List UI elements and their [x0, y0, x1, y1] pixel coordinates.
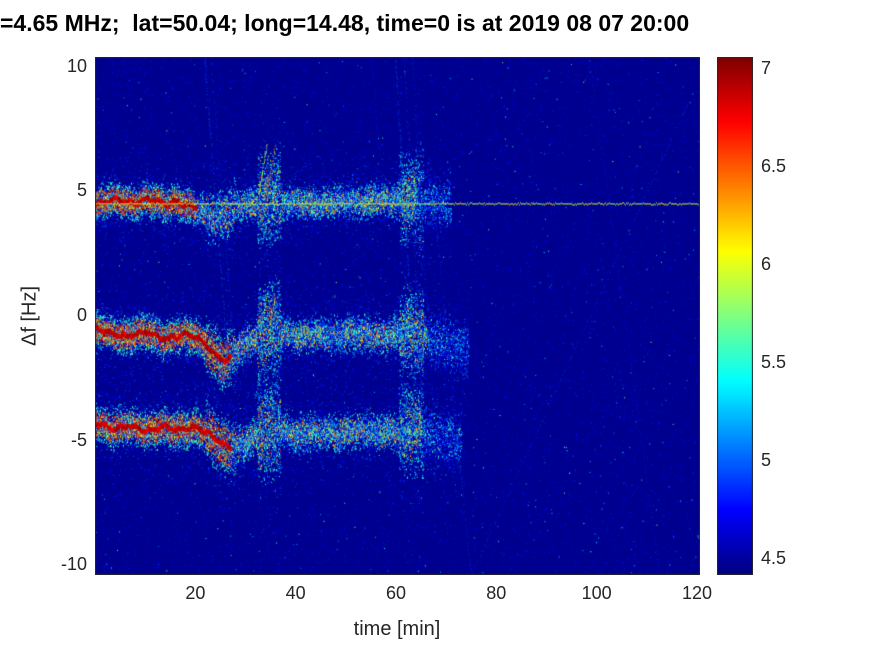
- x-tick-label: 20: [185, 583, 206, 603]
- colorbar-tick-label: 5.5: [761, 352, 787, 373]
- colorbar-canvas: [717, 57, 753, 575]
- colorbar-tick-label: 7: [761, 57, 772, 78]
- y-tick-label: -5: [70, 429, 87, 450]
- x-tick-label: 40: [285, 583, 306, 603]
- x-tick-label: 100: [581, 583, 612, 603]
- x-tick-label: 60: [385, 583, 406, 603]
- x-tick-label: 80: [486, 583, 507, 603]
- colorbar-tick-label: 5: [761, 450, 772, 471]
- spectrogram-canvas: [95, 57, 700, 575]
- x-tick-label: 120: [681, 583, 713, 603]
- y-tick-label: -10: [60, 554, 87, 575]
- y-tick-label: 10: [66, 55, 87, 76]
- colorbar-tick-label: 6: [761, 253, 772, 274]
- y-tick-label: 5: [76, 180, 87, 201]
- colorbar-tick-label: 4.5: [761, 548, 787, 569]
- chart-title: =4.65 MHz; lat=50.04; long=14.48, time=0…: [0, 10, 690, 36]
- colorbar-tick-label: 6.5: [761, 155, 787, 176]
- y-tick-label: 0: [76, 305, 87, 325]
- x-axis-label: time [min]: [353, 618, 441, 640]
